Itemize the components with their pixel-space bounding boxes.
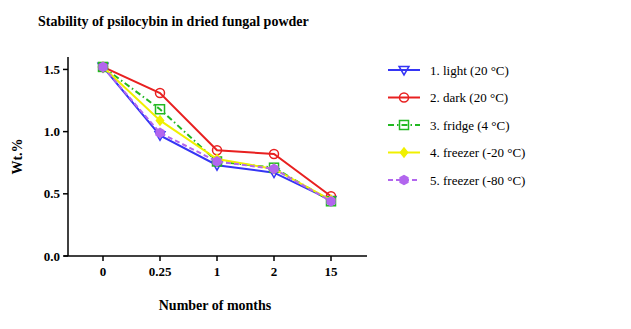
x-tick [159,256,161,261]
legend-marker [400,121,409,130]
data-point [156,116,163,125]
series-line [103,67,331,196]
y-tick [63,69,68,71]
x-tick [273,256,275,261]
y-tick-label: 0.5 [44,186,61,201]
data-point [327,197,335,206]
data-point [99,62,108,71]
data-point [213,157,222,166]
y-tick-label: 1.5 [44,62,61,77]
y-tick-label: 0.0 [44,249,60,264]
x-tick [330,256,332,261]
series-line [103,67,331,201]
x-tick [102,256,104,261]
y-tick [63,131,68,133]
x-tick-label: 0.25 [149,264,172,279]
data-point [99,62,107,71]
data-point [156,105,165,114]
x-tick-label: 2 [271,264,278,279]
legend-marker [400,93,409,102]
y-axis [67,57,69,256]
legend-line [388,69,420,71]
y-tick [63,255,68,257]
legend-label: 1. light (20 °C) [430,63,509,78]
data-point [327,197,336,206]
plot-area [98,62,336,205]
legend-label: 5. freezer (-80 °C) [430,173,525,188]
y-tick [63,193,68,195]
title: Stability of psilocybin in dried fungal … [38,14,309,29]
x-axis [64,255,367,257]
data-point [270,150,279,159]
chart: Stability of psilocybin in dried fungal … [0,0,631,329]
legend-marker [400,148,407,157]
data-point [99,62,108,71]
x-axis-label: Number of months [159,298,272,313]
legend-marker [399,66,409,75]
data-point [99,62,106,71]
data-point [156,128,164,137]
data-point [156,89,165,98]
x-tick-label: 15 [325,264,339,279]
legend-label: 2. dark (20 °C) [430,90,508,105]
legend-label: 4. freezer (-20 °C) [430,145,525,160]
legend-line [388,124,420,126]
series-line [103,67,331,201]
x-tick-label: 1 [214,264,221,279]
data-point [270,164,278,173]
data-point [270,164,277,173]
y-tick-label: 1.0 [44,124,60,139]
series-line [103,67,331,200]
y-axis-label: Wt.% [10,138,25,174]
x-tick [216,256,218,261]
legend-line [388,97,420,99]
legend-label: 3. fridge (4 °C) [430,118,510,133]
legend-marker [400,176,408,185]
data-point [213,157,221,166]
x-tick-label: 0 [100,264,107,279]
